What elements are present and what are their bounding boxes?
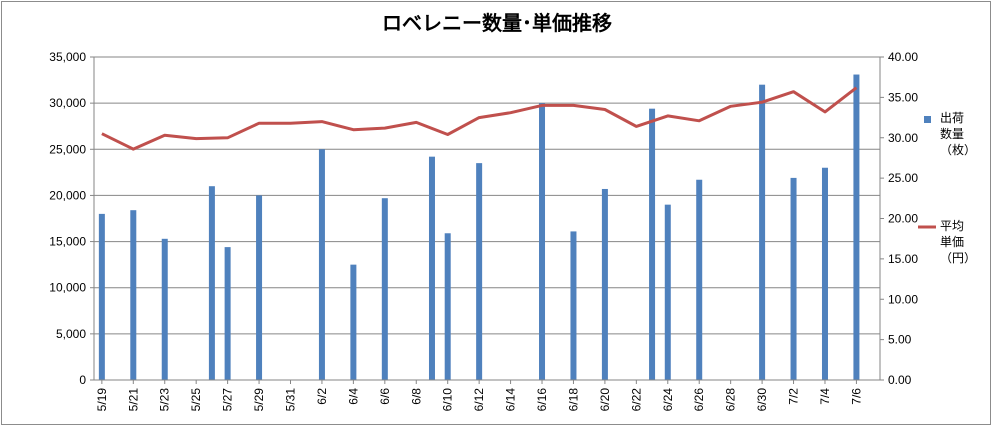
legend-label: 数量 xyxy=(940,126,964,141)
left-tick-label: 25,000 xyxy=(49,142,86,156)
bar xyxy=(696,179,703,380)
right-tick-label: 0.00 xyxy=(888,373,912,387)
bar xyxy=(476,163,483,380)
bar xyxy=(256,195,263,380)
bar xyxy=(664,204,671,380)
x-tick-label: 6/14 xyxy=(504,388,518,412)
right-tick-label: 40.00 xyxy=(888,50,918,64)
x-tick-label: 5/27 xyxy=(221,388,235,412)
bar xyxy=(224,247,231,380)
x-tick-label: 6/16 xyxy=(535,388,549,412)
bar xyxy=(821,167,828,380)
left-tick-label: 30,000 xyxy=(49,96,86,110)
legend-label: 出荷 xyxy=(940,111,964,125)
x-tick-label: 6/28 xyxy=(724,388,738,412)
chart-title: ロベレニー数量･単価推移 xyxy=(382,11,612,35)
x-tick-label: 7/2 xyxy=(787,388,801,405)
right-tick-label: 35.00 xyxy=(888,90,918,104)
x-tick-label: 6/30 xyxy=(755,388,769,412)
left-tick-label: 20,000 xyxy=(49,188,86,202)
bar xyxy=(649,108,656,381)
bar xyxy=(161,238,168,380)
x-tick-label: 6/22 xyxy=(629,388,643,412)
bar xyxy=(570,231,577,380)
bar xyxy=(208,186,215,380)
x-tick-label: 5/31 xyxy=(284,388,298,412)
price-line xyxy=(101,86,858,151)
right-tick-label: 20.00 xyxy=(888,212,918,226)
bar xyxy=(130,210,137,380)
bar xyxy=(318,149,325,380)
x-tick-label: 5/21 xyxy=(126,388,140,412)
line-series xyxy=(101,86,858,151)
bar xyxy=(444,233,451,380)
bar xyxy=(539,103,546,381)
x-tick-label: 6/26 xyxy=(692,388,706,412)
left-tick-label: 5,000 xyxy=(56,327,86,341)
bar xyxy=(790,177,797,380)
x-tick-label: 6/12 xyxy=(472,388,486,412)
right-tick-label: 25.00 xyxy=(888,171,918,185)
right-axis-ticks: 0.00 5.00 10.00 15.00 20.00 25.00 30.00 35.00 40… xyxy=(888,50,918,387)
legend-label: 平均 xyxy=(940,219,964,233)
x-tick-label: 7/4 xyxy=(818,388,832,405)
bar xyxy=(350,264,357,380)
x-tick-label: 6/4 xyxy=(346,388,360,405)
right-tick-label: 15.00 xyxy=(888,252,918,266)
bar-series xyxy=(98,74,860,381)
right-tick-label: 5.00 xyxy=(888,333,912,347)
x-tick-label: 6/18 xyxy=(566,388,580,412)
left-tick-label: 35,000 xyxy=(49,50,86,64)
x-tick-label: 5/29 xyxy=(252,388,266,412)
right-tick-label: 30.00 xyxy=(888,131,918,145)
left-tick-label: 10,000 xyxy=(49,281,86,295)
right-tick-label: 10.00 xyxy=(888,292,918,306)
x-tick-label: 6/2 xyxy=(315,388,329,405)
bar xyxy=(759,84,766,380)
x-tick-label: 6/8 xyxy=(409,388,423,405)
bar xyxy=(428,156,435,380)
x-tick-label: 5/25 xyxy=(189,388,203,412)
left-axis-ticks: 0 5,000 10,000 15,000 20,000 25,000 30,000 35,0… xyxy=(49,50,86,387)
x-tick-label: 5/19 xyxy=(95,388,109,412)
legend-label: 単価 xyxy=(940,235,964,249)
bar xyxy=(381,198,388,380)
left-tick-label: 0 xyxy=(79,373,86,387)
x-tick-label: 6/24 xyxy=(661,388,675,412)
legend-label: （円） xyxy=(940,251,976,265)
left-tick-label: 15,000 xyxy=(49,235,86,249)
bar xyxy=(853,74,860,380)
legend-swatch-bar xyxy=(924,116,931,123)
bar xyxy=(601,188,608,380)
x-tick-label: 7/6 xyxy=(849,388,863,405)
legend-label: （枚） xyxy=(940,142,976,157)
x-tick-label: 6/6 xyxy=(378,388,392,405)
x-axis-ticks: 5/19 5/21 5/23 5/25 5/27 5/29 5/31 6/2 6/4 6/6 6/8… xyxy=(95,388,864,412)
x-tick-label: 5/23 xyxy=(158,388,172,412)
x-tick-label: 6/20 xyxy=(598,388,612,412)
axes xyxy=(90,56,884,384)
x-tick-label: 6/10 xyxy=(441,388,455,412)
bar xyxy=(98,213,105,380)
